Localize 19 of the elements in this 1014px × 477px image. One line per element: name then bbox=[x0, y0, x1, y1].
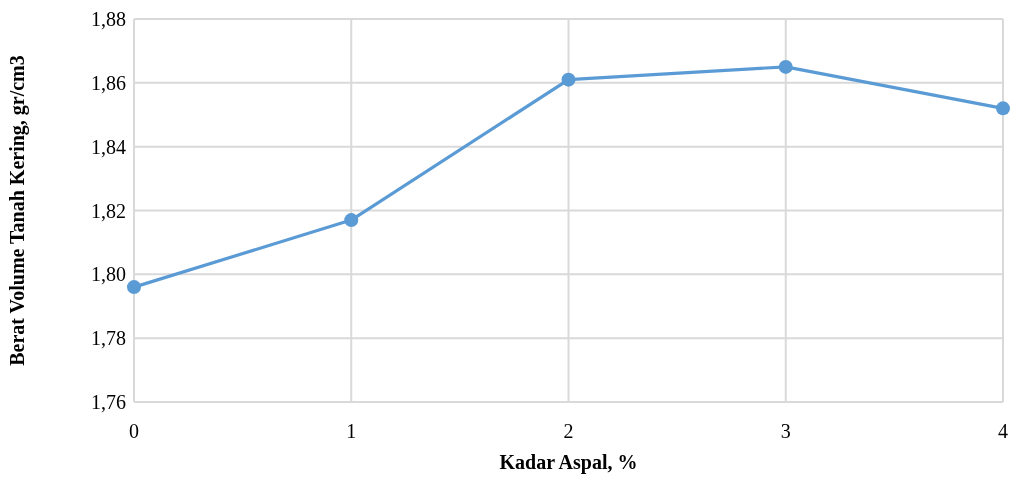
y-tick-label: 1,82 bbox=[91, 199, 126, 222]
point bbox=[778, 59, 793, 74]
point bbox=[561, 72, 576, 87]
y-axis-title: Berat Volume Tanah Kering, gr/cm3 bbox=[6, 55, 29, 366]
x-axis-title: Kadar Aspal, % bbox=[499, 451, 638, 474]
y-tick-label: 1,86 bbox=[91, 71, 126, 94]
point bbox=[127, 280, 141, 295]
y-tick-label: 1,76 bbox=[91, 391, 126, 413]
point bbox=[344, 213, 359, 228]
x-tick-label: 3 bbox=[780, 420, 791, 442]
x-tick-label: 0 bbox=[129, 420, 139, 442]
point bbox=[996, 101, 1010, 116]
x-tick-label: 2 bbox=[563, 420, 574, 442]
x-tick-label: 4 bbox=[998, 420, 1008, 442]
y-tick-label: 1,78 bbox=[91, 327, 126, 350]
y-tick-label: 1,84 bbox=[91, 135, 126, 158]
y-tick-label: 1,80 bbox=[91, 263, 126, 286]
y-tick-label: 1,88 bbox=[91, 8, 126, 30]
x-tick-label: 1 bbox=[346, 420, 357, 442]
